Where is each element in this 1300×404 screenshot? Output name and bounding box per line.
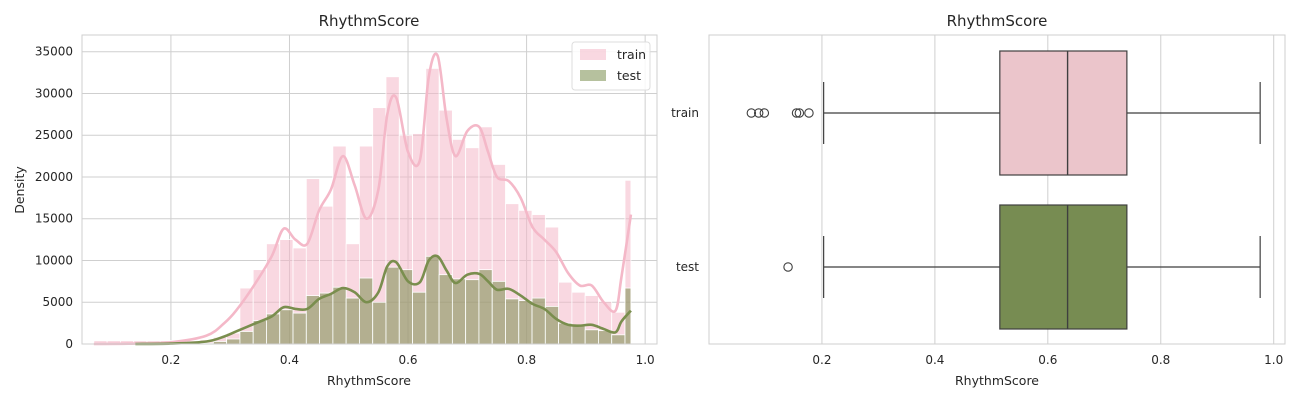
histogram-bar-test [425, 255, 440, 345]
category-label-train: train [671, 106, 699, 120]
histogram-bar-test [412, 291, 427, 345]
histogram-bars [93, 68, 632, 345]
histogram-bar-test [372, 301, 387, 345]
histogram-bar-test [438, 274, 453, 345]
histogram-bar-test [505, 298, 520, 345]
legend-label-test: test [617, 68, 641, 83]
outlier-point [794, 108, 805, 118]
y-tick-label: 0 [65, 337, 73, 351]
x-tick-label: 0.4 [280, 353, 299, 367]
x-tick-label: 1.0 [636, 353, 655, 367]
histogram-bar-test [226, 338, 241, 345]
x-tick-label: 0.4 [925, 353, 944, 367]
boxplot-boxes [746, 50, 1261, 330]
histogram-bar-test [359, 277, 374, 345]
boxplot-category-labels: train test [671, 106, 699, 274]
outlier-point [759, 108, 770, 118]
x-tick-label: 0.6 [1038, 353, 1057, 367]
box-test [783, 204, 1261, 330]
histogram-bar-test [584, 329, 599, 345]
histogram-bar-test [611, 334, 626, 345]
x-tick-label: 0.2 [161, 353, 180, 367]
histogram-bar-test [571, 325, 586, 345]
histogram-x-ticks: 0.2 0.4 0.6 0.8 1.0 [161, 353, 654, 367]
histogram-bar-test [239, 331, 254, 345]
outlier-point [753, 108, 764, 118]
y-tick-label: 25000 [35, 128, 73, 142]
legend: train test [571, 41, 651, 91]
histogram-y-label: Density [12, 166, 27, 214]
histogram-bar-test [279, 309, 294, 345]
outlier-point [746, 108, 757, 118]
boxplot-title: RhythmScore [947, 12, 1048, 30]
outlier-point [804, 108, 814, 118]
box-train [746, 50, 1261, 176]
kde-lines [93, 52, 633, 346]
x-tick-label: 0.8 [1151, 353, 1170, 367]
boxplot-panel: RhythmScore 0.2 0.4 0.6 0.8 1.0 train test Rh… [671, 12, 1286, 388]
x-tick-label: 0.8 [517, 353, 536, 367]
histogram-bar-test [319, 292, 334, 345]
histogram-frame [81, 34, 658, 345]
outlier-point [791, 108, 802, 118]
legend-swatch-train [580, 49, 606, 60]
y-tick-label: 35000 [35, 45, 73, 59]
y-tick-label: 5000 [42, 295, 73, 309]
iqr-box [999, 204, 1128, 330]
histogram-title: RhythmScore [319, 12, 420, 30]
histogram-bar-test [385, 266, 400, 345]
iqr-box [999, 50, 1128, 176]
histogram-bar-test [292, 312, 307, 345]
category-label-test: test [676, 260, 699, 274]
histogram-bar-test [465, 279, 480, 345]
outlier-point [783, 262, 793, 272]
histogram-y-ticks: 0 5000 10000 15000 20000 25000 30000 35000 [35, 45, 73, 351]
y-tick-label: 15000 [35, 212, 73, 226]
kde-line-test [135, 254, 632, 346]
histogram-bar-test [518, 300, 533, 345]
x-tick-label: 0.2 [812, 353, 831, 367]
histogram-bar-test [478, 269, 493, 345]
y-tick-label: 20000 [35, 170, 73, 184]
y-tick-label: 10000 [35, 253, 73, 267]
x-tick-label: 0.6 [398, 353, 417, 367]
histogram-bar-test [451, 278, 467, 345]
histogram-bar-test [345, 297, 360, 345]
legend-label-train: train [617, 47, 646, 62]
y-tick-label: 30000 [35, 86, 73, 100]
boxplot-frame [708, 34, 1286, 345]
kde-line-train [93, 52, 633, 346]
histogram-x-label: RhythmScore [327, 373, 411, 388]
histogram-bar-test [332, 286, 347, 345]
boxplot-x-label: RhythmScore [955, 373, 1039, 388]
boxplot-x-ticks: 0.2 0.4 0.6 0.8 1.0 [812, 353, 1283, 367]
x-tick-label: 1.0 [1264, 353, 1283, 367]
histogram-panel: RhythmScore 0.2 0.4 0.6 0.8 1.0 0 5000 10000 15… [12, 12, 658, 388]
legend-swatch-test [580, 70, 606, 81]
